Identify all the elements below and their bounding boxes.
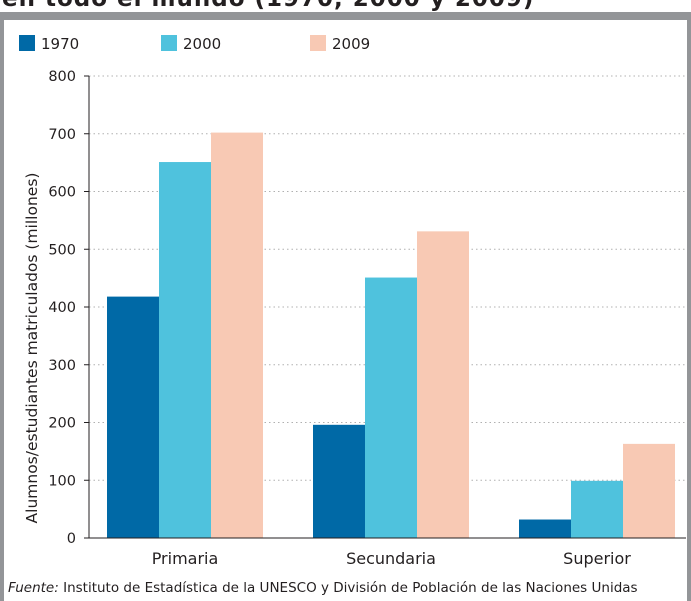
- bar-primaria-2000: [159, 162, 211, 539]
- y-tick-label: 100: [48, 473, 76, 489]
- y-axis-label: Alumnos/estudiantes matriculados (millon…: [23, 173, 41, 524]
- source-label: Fuente:: [8, 580, 59, 596]
- bar-secundaria-2000: [365, 277, 417, 538]
- y-tick-labels: 0 100 200 300 400 500 600 700 800: [48, 69, 76, 547]
- frame-left: [0, 20, 4, 601]
- chart-title: en todo el mundo (1970, 2000 y 2009): [2, 0, 534, 12]
- bar-superior-1970: [519, 519, 571, 538]
- x-tick-label: Primaria: [152, 549, 219, 568]
- bars: [107, 132, 675, 539]
- y-tick-label: 600: [48, 185, 76, 201]
- y-tick-label: 300: [48, 358, 76, 374]
- source-note: Fuente: Instituto de Estadística de la U…: [8, 580, 638, 596]
- axes: [84, 75, 686, 539]
- legend: 1970 2000 2009: [19, 35, 370, 53]
- legend-label-1970: 1970: [41, 35, 79, 53]
- bar-superior-2000: [571, 480, 623, 538]
- x-tick-labels: Primaria Secundaria Superior: [152, 549, 632, 568]
- x-tick-label: Superior: [563, 549, 631, 568]
- source-text: Instituto de Estadística de la UNESCO y …: [63, 580, 638, 596]
- y-tick-label: 800: [48, 69, 76, 85]
- legend-label-2009: 2009: [332, 35, 370, 53]
- frame-right: [687, 20, 691, 601]
- legend-swatch-2000: [161, 35, 177, 51]
- y-tick-label: 700: [48, 127, 76, 143]
- legend-swatch-1970: [19, 35, 35, 51]
- bar-primaria-2009: [211, 132, 263, 538]
- frame-border: [0, 12, 691, 601]
- y-tick-label: 0: [67, 531, 76, 547]
- y-tick-label: 400: [48, 300, 76, 316]
- legend-swatch-2009: [310, 35, 326, 51]
- y-tick-label: 200: [48, 416, 76, 432]
- frame-top: [0, 12, 691, 20]
- x-tick-label: Secundaria: [346, 549, 436, 568]
- bar-primaria-1970: [107, 296, 159, 538]
- bar-superior-2009: [623, 443, 675, 538]
- legend-label-2000: 2000: [183, 35, 221, 53]
- bar-secundaria-1970: [313, 424, 365, 538]
- y-tick-label: 500: [48, 242, 76, 258]
- bar-secundaria-2009: [417, 231, 469, 538]
